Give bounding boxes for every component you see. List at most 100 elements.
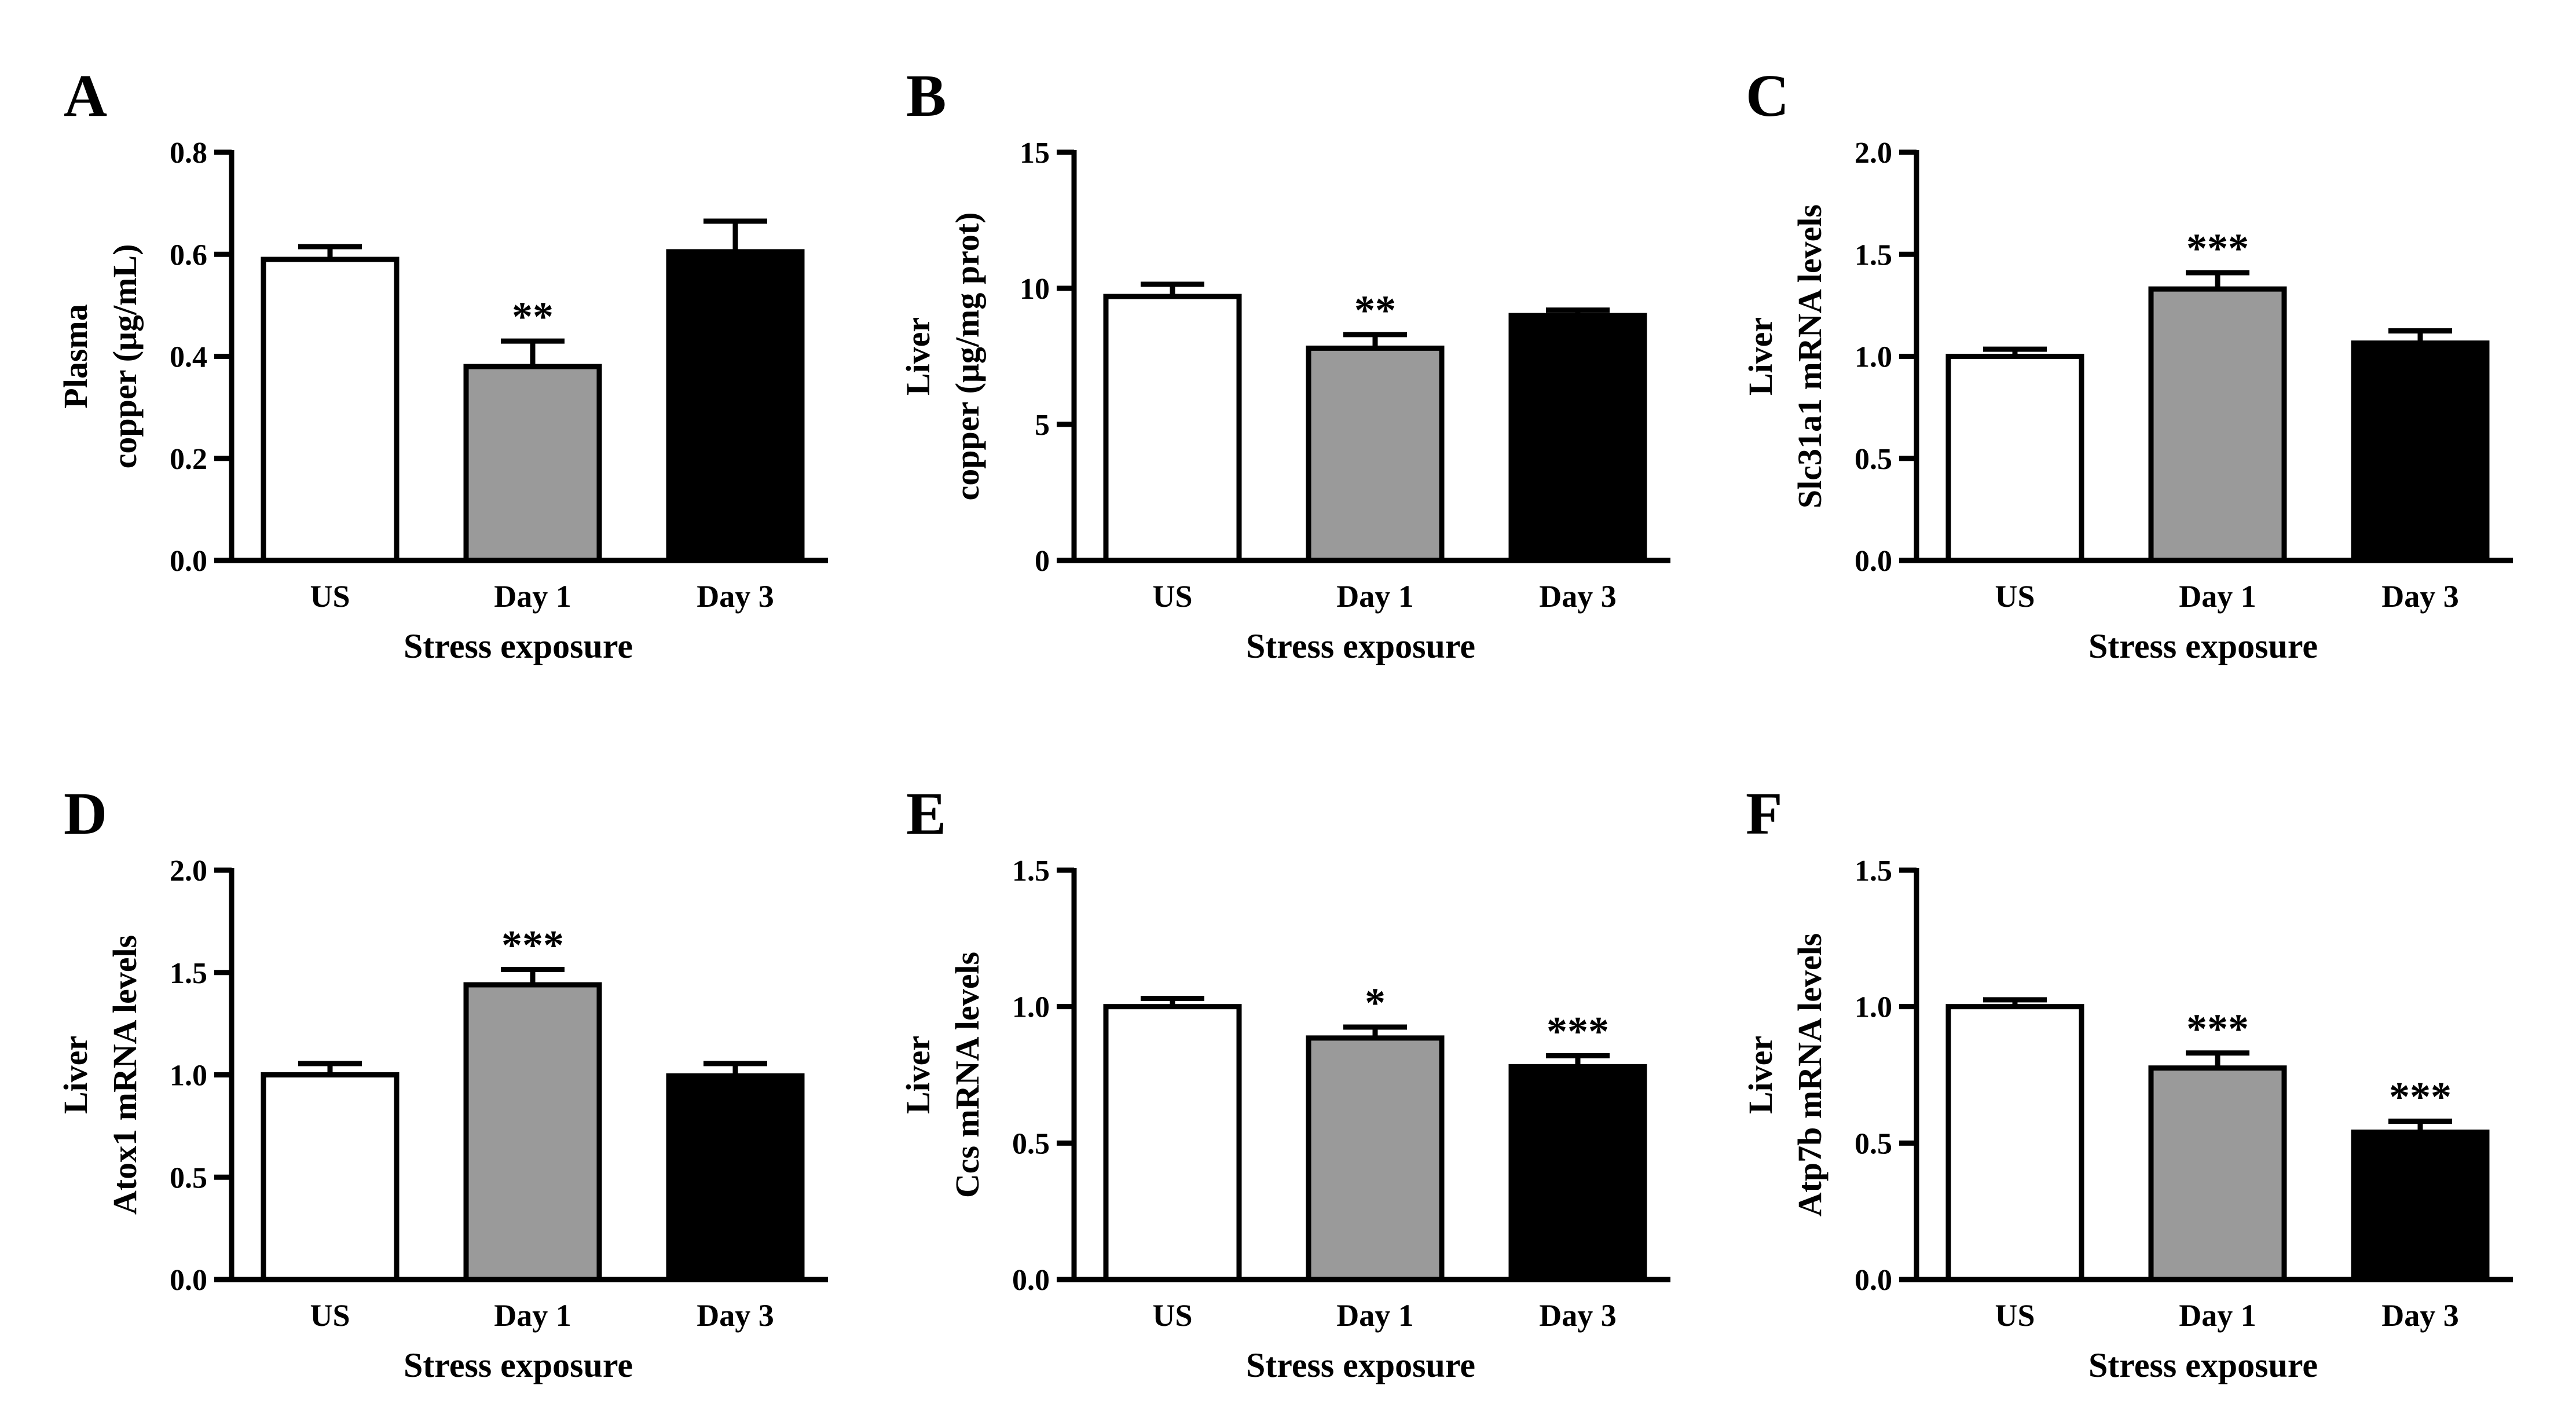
panel-label: E [906, 780, 946, 847]
x-tick-label: US [310, 579, 350, 614]
y-axis-label: Atp7b mRNA levels [1791, 933, 1829, 1217]
bar-day-3 [2351, 1129, 2490, 1282]
y-axis-label: Liver [899, 317, 937, 395]
x-axis-label: Stress exposure [2088, 1346, 2318, 1384]
x-tick-label: Day 1 [1336, 579, 1414, 614]
y-tick-label: 0.8 [170, 137, 207, 170]
y-tick-label: 0.0 [170, 545, 207, 578]
bar-day-3 [666, 249, 805, 563]
x-tick-label: US [310, 1298, 350, 1333]
significance-marker: *** [1547, 1009, 1609, 1055]
bar-us [1945, 354, 2084, 563]
bar-day-3 [1508, 313, 1647, 563]
x-tick-label: Day 1 [494, 1298, 571, 1333]
bar-us [1103, 294, 1242, 563]
bar-day-1 [2148, 1065, 2287, 1282]
significance-marker: * [1365, 980, 1386, 1026]
y-tick-label: 2.0 [1855, 137, 1892, 170]
chart-panel-d: D 0.0 0.5 1.0 1.5 2.0 Liver Atox1 mRNA levels US… [57, 780, 828, 1384]
x-tick-label: Day 1 [2179, 1298, 2256, 1333]
y-tick-label: 0.5 [170, 1161, 207, 1194]
panel-label: F [1746, 780, 1783, 847]
y-axis-label: Ccs mRNA levels [948, 952, 986, 1198]
chart-panel-c: C 0.0 0.5 1.0 1.5 2.0 Liver Slc31a1 mRNA levels… [1742, 63, 2513, 665]
bar-day-3 [2351, 340, 2490, 563]
x-tick-label: Day 3 [1539, 1298, 1617, 1333]
x-tick-label: Day 3 [2381, 1298, 2459, 1333]
y-tick-label: 1.0 [1855, 991, 1892, 1024]
x-tick-label: Day 1 [2179, 579, 2256, 614]
y-axis-label: Plasma [57, 304, 94, 408]
x-tick-label: US [1995, 1298, 2035, 1333]
y-tick-label: 1.5 [1855, 239, 1892, 272]
y-axis-label: Liver [899, 1036, 937, 1114]
bar-us [1103, 1004, 1242, 1282]
y-tick-label: 0.5 [1855, 443, 1892, 476]
y-axis-label: Liver [1742, 1036, 1779, 1114]
x-axis-label: Stress exposure [2088, 627, 2318, 665]
y-tick-label: 0.2 [170, 443, 207, 476]
y-tick-label: 10 [1020, 273, 1050, 306]
y-axis-label: copper (μg/mL) [106, 244, 144, 469]
x-axis-label: Stress exposure [1246, 627, 1475, 665]
x-axis-label: Stress exposure [404, 627, 633, 665]
y-axis-label: Slc31a1 mRNA levels [1791, 204, 1829, 508]
panel-label: D [64, 780, 107, 847]
significance-marker: ** [1354, 287, 1396, 333]
y-axis-label: Liver [1742, 317, 1779, 395]
y-tick-label: 1.5 [170, 957, 207, 990]
significance-marker: *** [2389, 1074, 2452, 1120]
significance-marker: ** [512, 294, 554, 340]
panel-label: B [906, 63, 946, 129]
chart-panel-b: B 0 5 10 15 Liver copper (μg/mg prot) US Day 1 **… [899, 63, 1670, 665]
x-tick-label: Day 3 [697, 579, 774, 614]
x-tick-label: US [1995, 579, 2035, 614]
y-tick-label: 0 [1035, 545, 1050, 578]
y-tick-label: 1.0 [1012, 991, 1050, 1024]
chart-panel-f: F 0.0 0.5 1.0 1.5 Liver Atp7b mRNA levels US Day… [1742, 780, 2513, 1384]
bar-day-1 [2148, 286, 2287, 563]
y-axis-label: Atox1 mRNA levels [106, 935, 144, 1215]
y-tick-label: 0.5 [1855, 1127, 1892, 1160]
y-tick-label: 1.5 [1012, 855, 1050, 888]
y-tick-label: 0.0 [1012, 1264, 1050, 1297]
bar-day-1 [1306, 345, 1445, 563]
significance-marker: *** [2186, 225, 2249, 272]
y-tick-label: 1.0 [1855, 341, 1892, 374]
x-tick-label: Day 3 [697, 1298, 774, 1333]
y-tick-label: 2.0 [170, 855, 207, 888]
x-tick-label: Day 1 [1336, 1298, 1414, 1333]
y-tick-label: 0.0 [1855, 545, 1892, 578]
y-tick-label: 0.6 [170, 239, 207, 272]
y-tick-label: 1.0 [170, 1060, 207, 1093]
chart-panel-e: E 0.0 0.5 1.0 1.5 Liver Ccs mRNA levels US Day 1… [899, 780, 1670, 1384]
x-axis-label: Stress exposure [404, 1346, 633, 1384]
bar-day-3 [666, 1073, 805, 1282]
bar-us [1945, 1004, 2084, 1282]
x-tick-label: US [1152, 1298, 1192, 1333]
x-tick-label: Day 3 [1539, 579, 1617, 614]
y-tick-label: 1.5 [1855, 855, 1892, 888]
y-tick-label: 0.0 [170, 1264, 207, 1297]
y-tick-label: 0.0 [1855, 1264, 1892, 1297]
x-tick-label: Day 3 [2381, 579, 2459, 614]
y-tick-label: 15 [1020, 137, 1050, 170]
x-tick-label: Day 1 [494, 579, 571, 614]
x-tick-label: US [1152, 579, 1192, 614]
chart-panel-a: A 0.0 0.2 0.4 0.6 0.8 Plasma copper (μg/mL) US Da… [57, 63, 828, 665]
significance-marker: *** [2186, 1006, 2249, 1052]
x-axis-label: Stress exposure [1246, 1346, 1475, 1384]
panel-label: C [1746, 63, 1789, 129]
significance-marker: *** [501, 922, 564, 968]
y-axis-label: copper (μg/mg prot) [948, 212, 986, 501]
y-tick-label: 0.4 [170, 341, 207, 374]
bar-day-1 [463, 982, 602, 1282]
y-tick-label: 0.5 [1012, 1127, 1050, 1160]
y-tick-label: 5 [1035, 409, 1050, 442]
bar-day-1 [1306, 1035, 1445, 1282]
y-axis-label: Liver [57, 1036, 94, 1114]
bar-day-3 [1508, 1064, 1647, 1282]
panel-label: A [64, 63, 107, 129]
bar-day-1 [463, 364, 602, 563]
